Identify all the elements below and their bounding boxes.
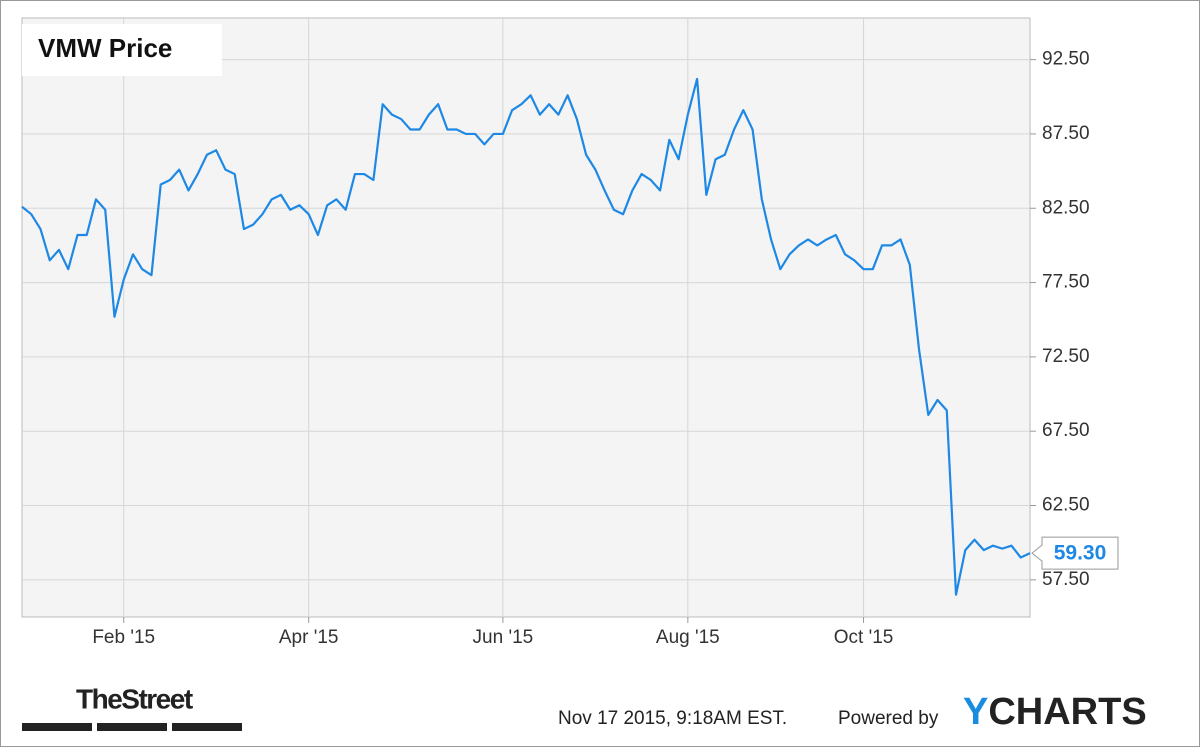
- value-label: 59.30: [1054, 542, 1107, 565]
- y-tick-label: 67.50: [1042, 420, 1090, 441]
- x-tick-label: Jun '15: [473, 627, 534, 648]
- ycharts-logo: YCHARTS: [963, 691, 1147, 733]
- chart-title: VMW Price: [38, 33, 172, 63]
- x-tick-label: Apr '15: [279, 627, 339, 648]
- y-tick-label: 87.50: [1042, 123, 1090, 144]
- x-tick-label: Oct '15: [834, 627, 894, 648]
- y-tick-label: 92.50: [1042, 49, 1090, 70]
- y-tick-label: 62.50: [1042, 495, 1090, 516]
- y-tick-label: 57.50: [1042, 569, 1090, 590]
- title-box: [22, 24, 222, 76]
- y-tick-label: 72.50: [1042, 346, 1090, 367]
- logo-bar: [97, 723, 167, 731]
- grid: [22, 18, 1030, 617]
- logo-y: Y: [963, 691, 988, 733]
- y-tick-label: 82.50: [1042, 197, 1090, 218]
- x-tick-label: Feb '15: [92, 627, 155, 648]
- logo-bar: [22, 723, 92, 731]
- price-line: [21, 77, 1031, 596]
- logo-rest: CHARTS: [988, 691, 1146, 733]
- logo-bar: [172, 723, 242, 731]
- timestamp: Nov 17 2015, 9:18AM EST.: [558, 708, 787, 729]
- x-tick-label: Aug '15: [656, 627, 720, 648]
- powered-by: Powered by: [838, 708, 939, 729]
- value-label-box: [1031, 536, 1119, 570]
- y-tick-label: 77.50: [1042, 272, 1090, 293]
- plot-area: [21, 17, 1031, 618]
- thestreet-logo: TheStreet: [76, 683, 193, 714]
